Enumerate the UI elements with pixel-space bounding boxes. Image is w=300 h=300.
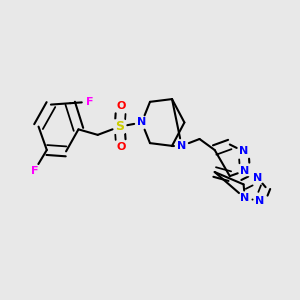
Text: N: N	[240, 166, 250, 176]
Text: O: O	[116, 142, 126, 152]
Text: N: N	[239, 146, 248, 156]
Text: N: N	[253, 172, 262, 182]
Text: O: O	[116, 101, 126, 111]
Text: N: N	[240, 193, 250, 203]
Text: N: N	[137, 118, 146, 128]
Text: S: S	[115, 120, 124, 133]
Text: N: N	[177, 141, 186, 151]
Text: F: F	[31, 166, 38, 176]
Text: F: F	[86, 97, 93, 107]
Text: N: N	[256, 196, 265, 206]
